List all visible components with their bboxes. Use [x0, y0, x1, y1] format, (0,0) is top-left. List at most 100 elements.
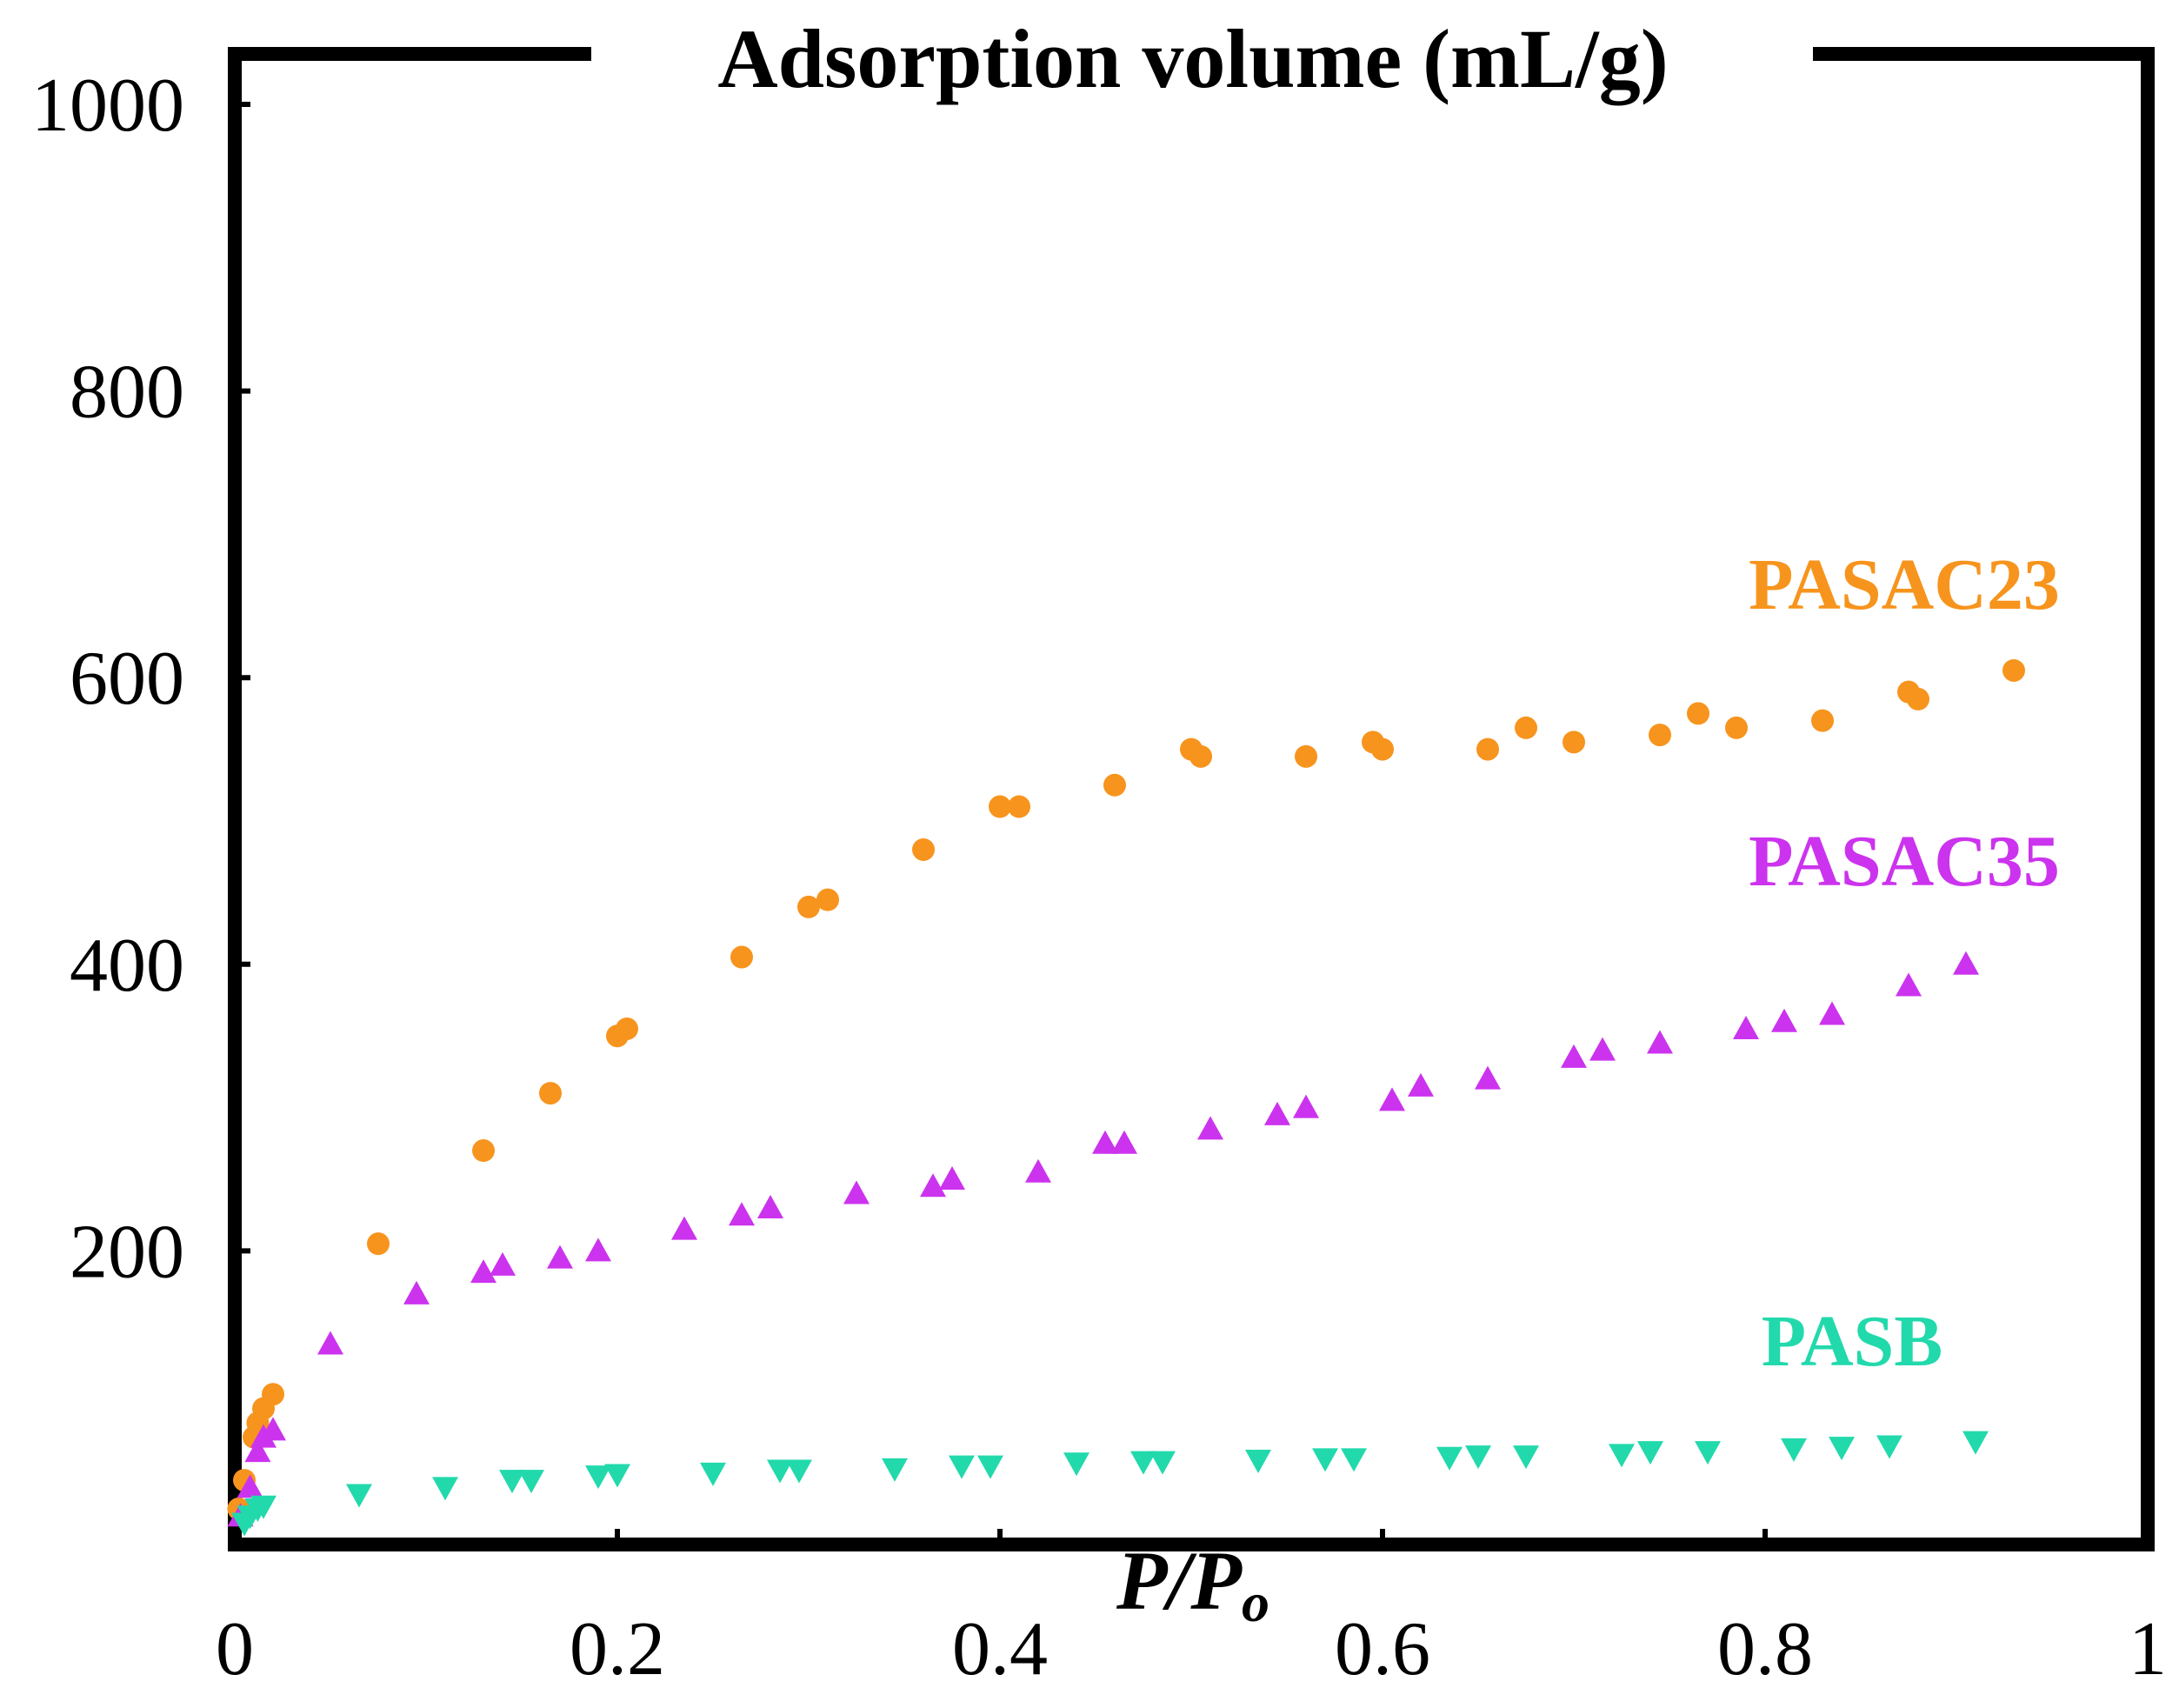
x-axis-label-subscript: o — [1242, 1571, 1269, 1633]
pasac23-point — [797, 895, 820, 918]
pasac35-point — [1953, 951, 1979, 975]
pasb-point — [977, 1455, 1003, 1479]
pasac35-point — [671, 1216, 697, 1240]
x-tick-label: 0.4 — [952, 1607, 1048, 1691]
x-axis-ticks: 0 0.2 0.4 0.6 0.8 1 — [216, 1529, 2167, 1691]
pasac35-point — [1293, 1094, 1319, 1118]
pasac23-point — [1649, 724, 1671, 747]
pasb-point — [604, 1464, 630, 1488]
pasb-point — [1149, 1451, 1176, 1475]
pasb-point — [1609, 1444, 1635, 1468]
y-tick-label: 400 — [70, 924, 184, 1008]
pasb-point — [767, 1459, 793, 1484]
pasb-point — [1465, 1445, 1491, 1470]
pasac35-point — [244, 1438, 271, 1463]
x-tick-label: 0 — [216, 1607, 254, 1691]
pasac35-label: PASAC35 — [1749, 821, 2060, 902]
pasac23-point — [1476, 737, 1499, 761]
pasac23-point — [1515, 716, 1537, 739]
pasac35-point — [939, 1166, 965, 1190]
pasac35-point — [1733, 1015, 1759, 1039]
pasac35-point — [1408, 1072, 1434, 1097]
x-tick-label: 0.6 — [1335, 1607, 1430, 1691]
pasb-point — [786, 1459, 812, 1484]
pasac35-point — [1589, 1037, 1616, 1061]
pasb-point — [1962, 1431, 1989, 1455]
pasac23-point — [1725, 716, 1748, 739]
pasac35-point — [585, 1238, 611, 1262]
pasac35-point — [1475, 1065, 1501, 1090]
pasac35-point — [1379, 1087, 1405, 1111]
pasac23-point — [367, 1232, 390, 1256]
pasac23-point — [1907, 687, 1929, 711]
pasb-point — [346, 1484, 372, 1508]
pasac23-label: PASAC23 — [1749, 544, 2060, 625]
pasac23-point — [816, 888, 839, 911]
chart-title: Adsorption volume (mL/g) — [717, 12, 1668, 105]
pasac35-point — [490, 1251, 516, 1276]
y-tick-label: 600 — [70, 637, 184, 721]
pasac35-point — [1647, 1030, 1673, 1054]
x-tick-label: 1 — [2129, 1607, 2167, 1691]
pasac23-point — [1103, 773, 1126, 797]
pasb-point — [1695, 1441, 1721, 1465]
pasb-point — [700, 1462, 726, 1486]
pasb-point — [1312, 1448, 1338, 1472]
pasb-point — [1829, 1437, 1855, 1461]
x-tick-label: 0.2 — [570, 1607, 665, 1691]
pasb-point — [1063, 1452, 1090, 1477]
pasac23-point — [989, 795, 1011, 818]
pasb-point — [1341, 1448, 1367, 1472]
pasac35-point — [1197, 1116, 1223, 1140]
x-axis-label-main: P/P — [1116, 1534, 1243, 1627]
pasb-point — [882, 1458, 908, 1482]
pasb-point — [1876, 1435, 1902, 1459]
pasac23-point — [1687, 702, 1709, 725]
pasb-point — [432, 1477, 458, 1501]
pasac23-point — [912, 837, 935, 861]
y-tick-label: 800 — [70, 350, 184, 435]
pasac35-point — [470, 1259, 496, 1284]
pasac35-point — [1771, 1008, 1797, 1032]
pasb-point — [518, 1470, 544, 1494]
pasb-point — [1436, 1446, 1463, 1471]
pasac23-point — [730, 945, 753, 969]
pasb-point — [1637, 1441, 1663, 1465]
x-tick-label: 0.8 — [1717, 1607, 1813, 1691]
pasb-point — [1245, 1450, 1271, 1474]
pasac23-point — [1563, 731, 1585, 754]
series-labels: PASAC23 PASAC35 PASB — [1749, 544, 2060, 1382]
pasb-point — [1781, 1438, 1807, 1462]
pasac23-point — [1811, 709, 1834, 732]
pasb-point — [585, 1465, 611, 1490]
plot-frame — [228, 47, 2155, 1551]
pasb-point — [1130, 1451, 1156, 1475]
pasac23-point — [1008, 795, 1030, 818]
pasac35-point — [729, 1202, 755, 1226]
pasac23-point — [1371, 737, 1394, 761]
pasb-point — [250, 1495, 277, 1519]
pasac35-point — [403, 1280, 430, 1304]
data-points — [227, 658, 2025, 1537]
x-axis-label: P/Po — [1116, 1534, 1269, 1633]
pasac35-point — [260, 1417, 286, 1441]
pasac23-point — [616, 1017, 638, 1040]
y-tick-label: 1000 — [31, 63, 184, 148]
y-axis-ticks: 200 400 600 800 1000 — [31, 63, 250, 1294]
pasac35-point — [1896, 972, 1922, 997]
pasac35-point — [237, 1474, 263, 1498]
pasac23-point — [472, 1139, 495, 1163]
pasac35-point — [1025, 1158, 1051, 1183]
pasac35-point — [1561, 1044, 1587, 1068]
pasac23-point — [2002, 658, 2025, 682]
y-tick-label: 200 — [70, 1210, 184, 1294]
pasac23-point — [262, 1383, 284, 1406]
pasac35-point — [317, 1331, 343, 1355]
pasac23-point — [1189, 744, 1212, 768]
pasb-point — [1513, 1445, 1539, 1470]
pasac35-point — [920, 1173, 946, 1198]
pasac35-point — [1819, 1001, 1845, 1025]
pasac35-point — [757, 1194, 783, 1218]
pasac35-point — [1264, 1101, 1290, 1125]
